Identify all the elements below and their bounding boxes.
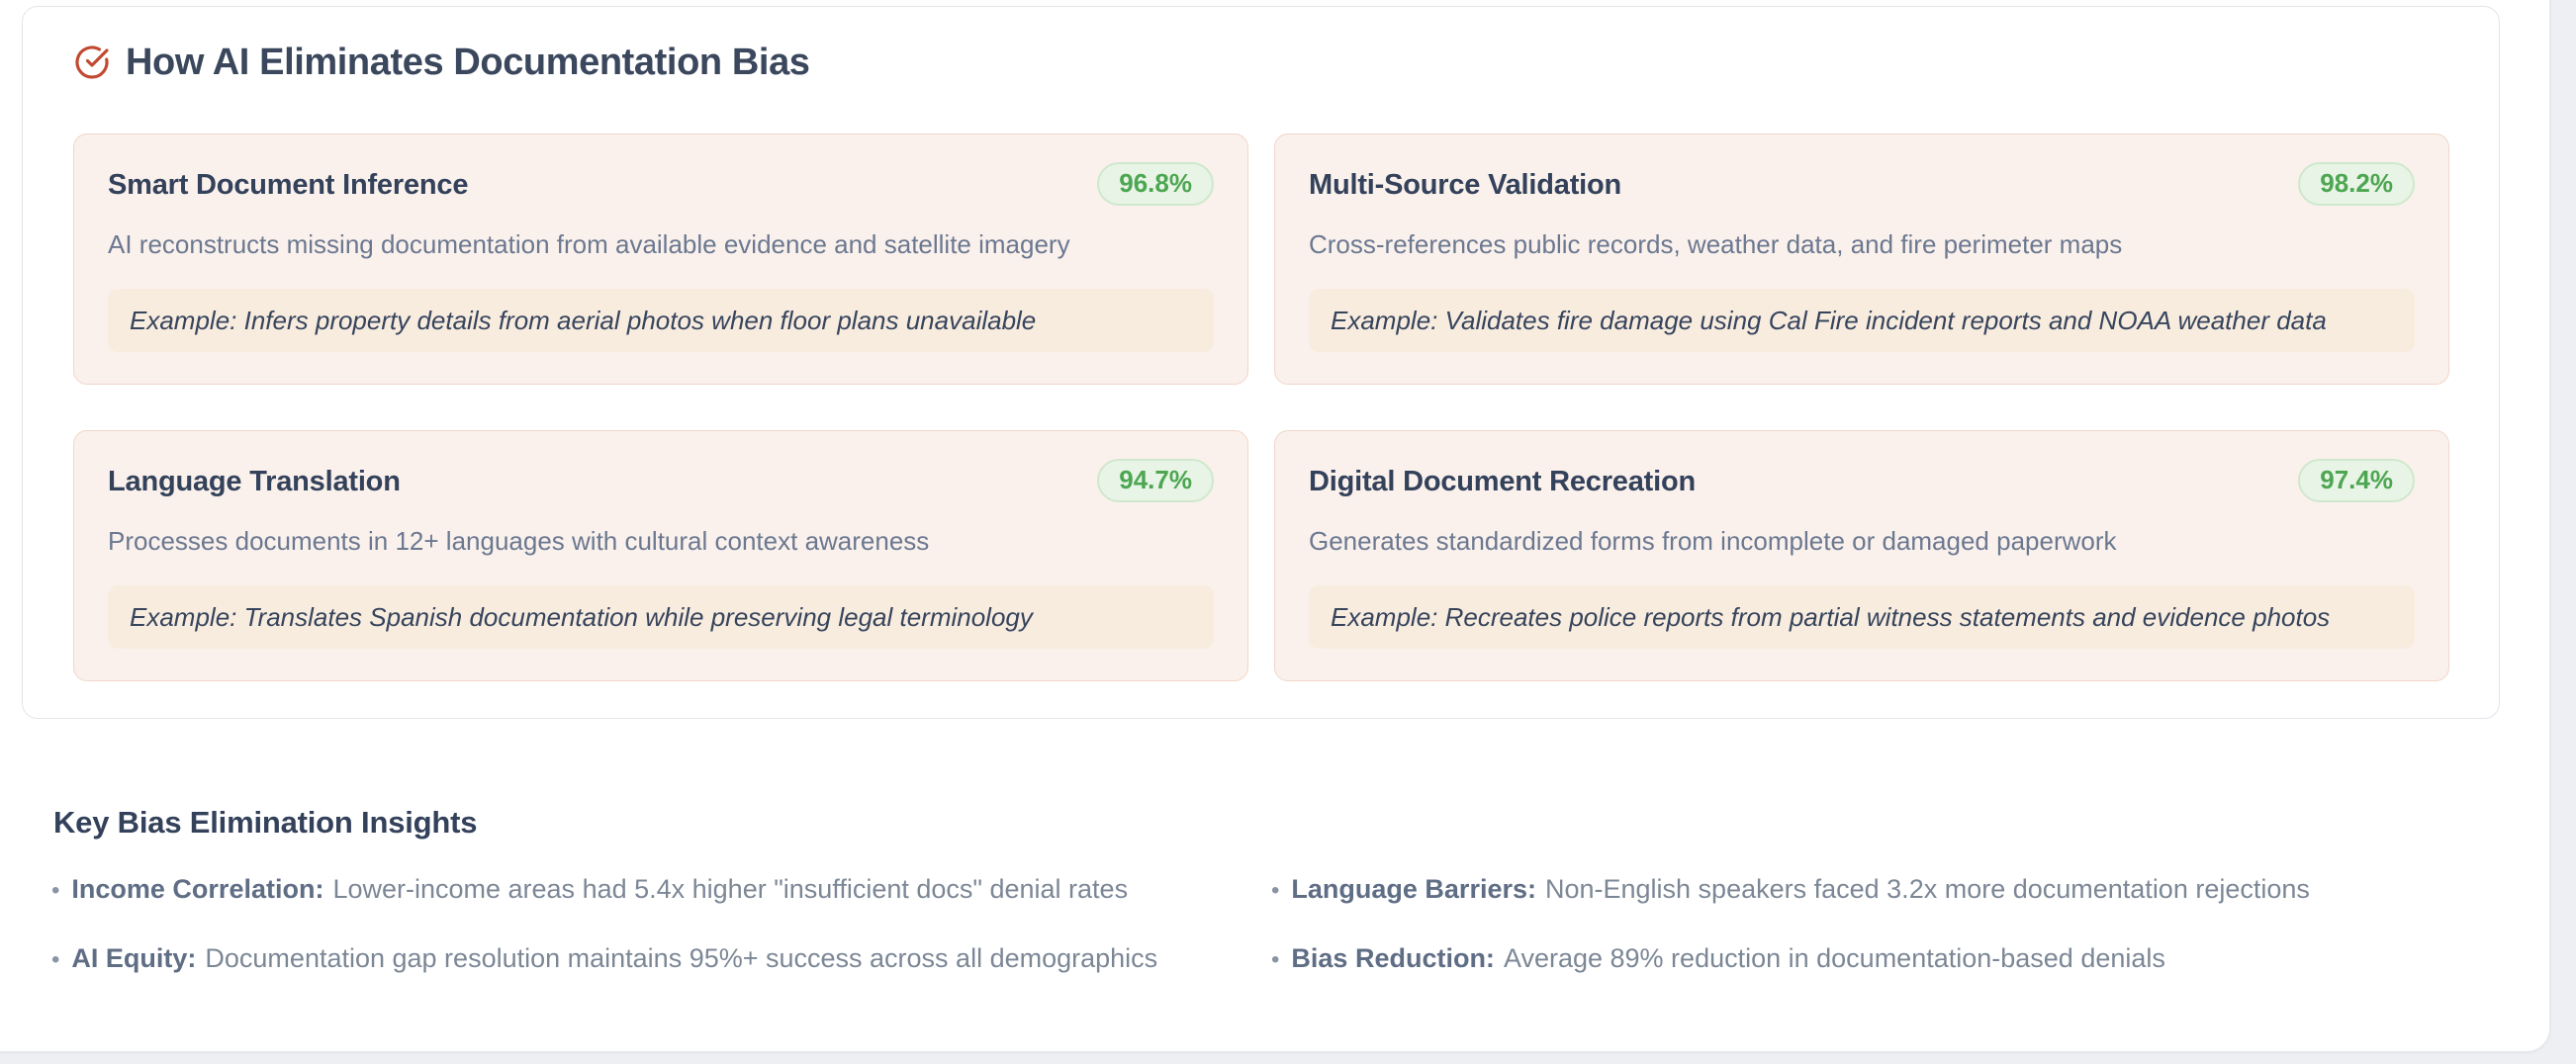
card-header: Smart Document Inference 96.8% (108, 162, 1214, 208)
accuracy-badge: 94.7% (1097, 459, 1214, 502)
page-title: How AI Eliminates Documentation Bias (126, 42, 810, 83)
insight-text: Average 89% reduction in documentation-b… (1503, 943, 2165, 973)
insight-text: Non-English speakers faced 3.2x more doc… (1544, 874, 2310, 904)
card-description: Processes documents in 12+ languages wit… (108, 526, 930, 556)
insight-language-barriers: • Language Barriers: Non-English speakers … (1271, 872, 2455, 908)
card-example: Example: Validates fire damage using Cal… (1309, 289, 2415, 352)
bullet-icon: • (1271, 946, 1280, 973)
accuracy-badge: 97.4% (2298, 459, 2415, 502)
card-title: Digital Document Recreation (1309, 466, 1696, 497)
insight-income-correlation: • Income Correlation: Lower-income areas h… (51, 872, 1271, 908)
insight-text: Documentation gap resolution maintains 9… (205, 943, 1158, 973)
card-header: Language Translation 94.7% (108, 459, 1214, 504)
insight-bias-reduction: • Bias Reduction: Average 89% reduction in… (1271, 941, 2455, 977)
methods-grid: Smart Document Inference 96.8% AI recons… (23, 84, 2499, 681)
card-example: Example: Recreates police reports from p… (1309, 585, 2415, 649)
insight-text: Lower-income areas had 5.4x higher "insu… (332, 874, 1129, 904)
card-example: Example: Translates Spanish documentatio… (108, 585, 1214, 649)
accuracy-badge: 96.8% (1097, 162, 1214, 206)
accuracy-badge: 98.2% (2298, 162, 2415, 206)
check-circle-icon (74, 44, 110, 80)
bullet-icon: • (51, 877, 60, 904)
card-description: Cross-references public records, weather… (1309, 229, 2123, 259)
card-description: Generates standardized forms from incomp… (1309, 526, 2117, 556)
card-title: Smart Document Inference (108, 169, 469, 201)
bullet-icon: • (51, 946, 60, 973)
bullet-icon: • (1271, 877, 1280, 904)
card-header: Multi-Source Validation 98.2% (1309, 162, 2415, 208)
method-card-digital-document-recreation: Digital Document Recreation 97.4% Genera… (1274, 430, 2449, 681)
method-card-language-translation: Language Translation 94.7% Processes doc… (73, 430, 1248, 681)
insights-grid: • Income Correlation: Lower-income areas h… (51, 872, 2455, 977)
insights-section: Key Bias Elimination Insights • Income Co… (51, 803, 2455, 977)
ai-methods-panel: How AI Eliminates Documentation Bias Sma… (22, 6, 2500, 719)
method-card-smart-document-inference: Smart Document Inference 96.8% AI recons… (73, 133, 1248, 385)
card-title: Multi-Source Validation (1309, 169, 1622, 201)
panel-header: How AI Eliminates Documentation Bias (23, 7, 2499, 84)
method-card-multi-source-validation: Multi-Source Validation 98.2% Cross-refe… (1274, 133, 2449, 385)
insight-label: Income Correlation: (71, 874, 324, 904)
card-title: Language Translation (108, 466, 401, 497)
card-header: Digital Document Recreation 97.4% (1309, 459, 2415, 504)
insight-ai-equity: • AI Equity: Documentation gap resolution … (51, 941, 1271, 977)
insight-label: Language Barriers: (1291, 874, 1536, 904)
card-description: AI reconstructs missing documentation fr… (108, 229, 1070, 259)
card-example: Example: Infers property details from ae… (108, 289, 1214, 352)
insight-label: Bias Reduction: (1291, 943, 1495, 973)
insight-label: AI Equity: (71, 943, 197, 973)
insights-heading: Key Bias Elimination Insights (53, 805, 478, 840)
